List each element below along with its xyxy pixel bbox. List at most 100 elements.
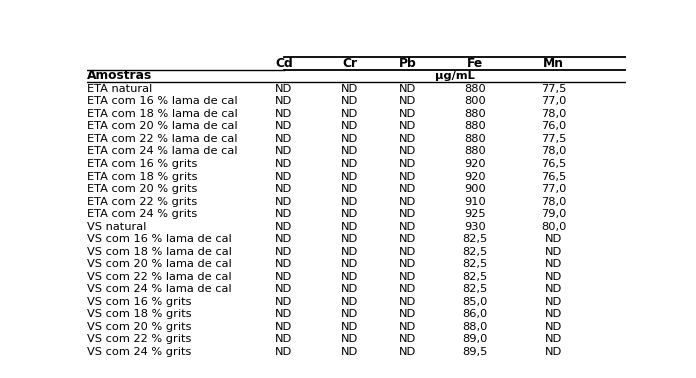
Text: ND: ND: [275, 96, 292, 107]
Text: ND: ND: [399, 272, 416, 282]
Text: ND: ND: [399, 184, 416, 194]
Text: 89,0: 89,0: [463, 334, 488, 344]
Text: ND: ND: [545, 259, 562, 269]
Text: VS com 16 % grits: VS com 16 % grits: [87, 297, 191, 307]
Text: ND: ND: [341, 209, 358, 219]
Text: ND: ND: [399, 96, 416, 107]
Text: ND: ND: [275, 309, 292, 319]
Text: 880: 880: [464, 109, 487, 119]
Text: 920: 920: [464, 159, 487, 169]
Text: VS com 24 % grits: VS com 24 % grits: [87, 347, 191, 357]
Text: ND: ND: [399, 222, 416, 232]
Text: 79,0: 79,0: [541, 209, 567, 219]
Text: ETA com 20 % grits: ETA com 20 % grits: [87, 184, 198, 194]
Text: ND: ND: [399, 234, 416, 244]
Text: ND: ND: [275, 109, 292, 119]
Text: ND: ND: [399, 147, 416, 156]
Text: ND: ND: [545, 334, 562, 344]
Text: Mn: Mn: [543, 57, 564, 70]
Text: 910: 910: [464, 197, 487, 206]
Text: ND: ND: [399, 309, 416, 319]
Text: ND: ND: [399, 322, 416, 332]
Text: ETA com 16 % lama de cal: ETA com 16 % lama de cal: [87, 96, 237, 107]
Text: ND: ND: [399, 297, 416, 307]
Text: VS com 22 % grits: VS com 22 % grits: [87, 334, 191, 344]
Text: VS com 16 % lama de cal: VS com 16 % lama de cal: [87, 234, 232, 244]
Text: VS com 18 % grits: VS com 18 % grits: [87, 309, 191, 319]
Text: ND: ND: [341, 84, 358, 94]
Text: ND: ND: [399, 334, 416, 344]
Text: ND: ND: [341, 159, 358, 169]
Text: VS com 22 % lama de cal: VS com 22 % lama de cal: [87, 272, 232, 282]
Text: 880: 880: [464, 84, 487, 94]
Text: 80,0: 80,0: [541, 222, 567, 232]
Text: μg/mL: μg/mL: [435, 71, 475, 81]
Text: ND: ND: [545, 347, 562, 357]
Text: ETA natural: ETA natural: [87, 84, 152, 94]
Text: ND: ND: [341, 172, 358, 181]
Text: 76,0: 76,0: [541, 121, 567, 132]
Text: ETA com 22 % lama de cal: ETA com 22 % lama de cal: [87, 134, 237, 144]
Text: ND: ND: [341, 109, 358, 119]
Text: 880: 880: [464, 121, 487, 132]
Text: VS com 18 % lama de cal: VS com 18 % lama de cal: [87, 246, 232, 257]
Text: VS com 20 % lama de cal: VS com 20 % lama de cal: [87, 259, 232, 269]
Text: ETA com 24 % grits: ETA com 24 % grits: [87, 209, 197, 219]
Text: 78,0: 78,0: [541, 197, 567, 206]
Text: ND: ND: [399, 172, 416, 181]
Text: ND: ND: [341, 284, 358, 294]
Text: 78,0: 78,0: [541, 109, 567, 119]
Text: ND: ND: [341, 184, 358, 194]
Text: ND: ND: [341, 309, 358, 319]
Text: ND: ND: [341, 121, 358, 132]
Text: ND: ND: [399, 347, 416, 357]
Text: ND: ND: [275, 259, 292, 269]
Text: Cr: Cr: [342, 57, 357, 70]
Text: 86,0: 86,0: [463, 309, 488, 319]
Text: ND: ND: [275, 159, 292, 169]
Text: ND: ND: [275, 134, 292, 144]
Text: 77,5: 77,5: [541, 134, 567, 144]
Text: ND: ND: [399, 197, 416, 206]
Text: 88,0: 88,0: [463, 322, 488, 332]
Text: ND: ND: [545, 297, 562, 307]
Text: 76,5: 76,5: [541, 159, 567, 169]
Text: ND: ND: [275, 209, 292, 219]
Text: 85,0: 85,0: [463, 297, 488, 307]
Text: ND: ND: [545, 284, 562, 294]
Text: ND: ND: [399, 284, 416, 294]
Text: ND: ND: [341, 334, 358, 344]
Text: VS natural: VS natural: [87, 222, 146, 232]
Text: Pb: Pb: [399, 57, 416, 70]
Text: 880: 880: [464, 147, 487, 156]
Text: ND: ND: [275, 147, 292, 156]
Text: 925: 925: [464, 209, 487, 219]
Text: 76,5: 76,5: [541, 172, 567, 181]
Text: ND: ND: [275, 234, 292, 244]
Text: ND: ND: [275, 197, 292, 206]
Text: ND: ND: [545, 246, 562, 257]
Text: ND: ND: [275, 222, 292, 232]
Text: 89,5: 89,5: [463, 347, 488, 357]
Text: ETA com 18 % grits: ETA com 18 % grits: [87, 172, 198, 181]
Text: 82,5: 82,5: [463, 284, 488, 294]
Text: ND: ND: [545, 309, 562, 319]
Text: ND: ND: [399, 121, 416, 132]
Text: ND: ND: [399, 159, 416, 169]
Text: ND: ND: [399, 109, 416, 119]
Text: ND: ND: [341, 147, 358, 156]
Text: ND: ND: [341, 347, 358, 357]
Text: 880: 880: [464, 134, 487, 144]
Text: ND: ND: [275, 246, 292, 257]
Text: 82,5: 82,5: [463, 259, 488, 269]
Text: ND: ND: [275, 184, 292, 194]
Text: ND: ND: [275, 322, 292, 332]
Text: ND: ND: [341, 246, 358, 257]
Text: ND: ND: [341, 322, 358, 332]
Text: 78,0: 78,0: [541, 147, 567, 156]
Text: ND: ND: [399, 209, 416, 219]
Text: Amostras: Amostras: [87, 69, 152, 82]
Text: ND: ND: [341, 234, 358, 244]
Text: Fe: Fe: [467, 57, 484, 70]
Text: 920: 920: [464, 172, 487, 181]
